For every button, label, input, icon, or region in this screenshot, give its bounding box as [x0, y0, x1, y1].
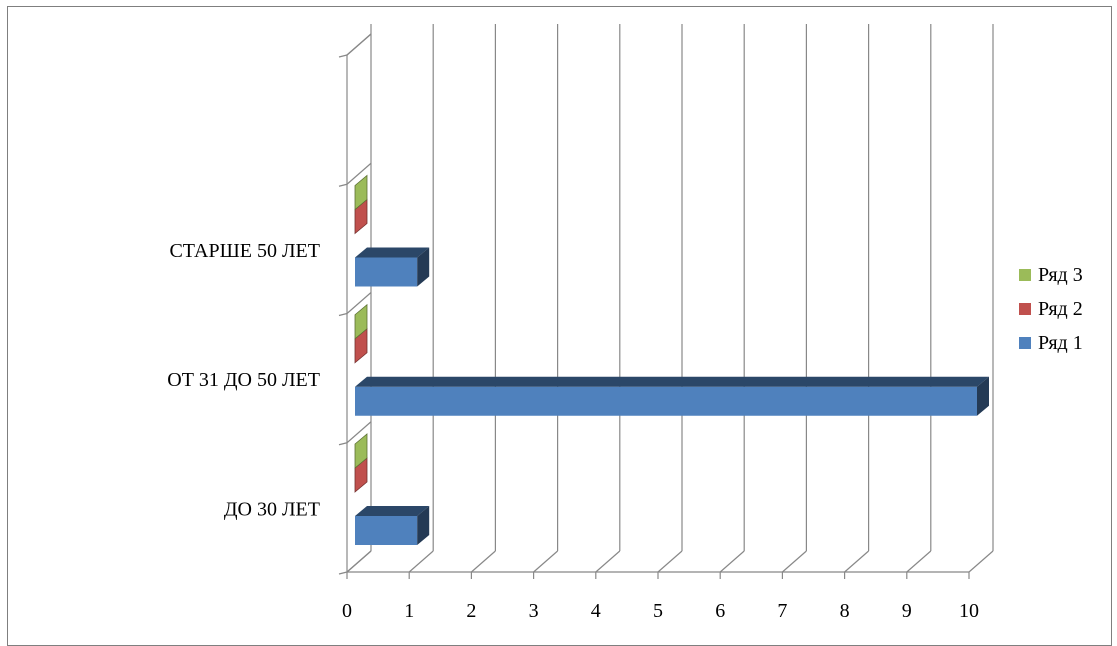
side-gridline: [346, 33, 372, 56]
y-tick-mark: [338, 54, 348, 58]
bar: [354, 303, 368, 340]
side-gridline: [346, 162, 372, 185]
bar: [355, 386, 977, 416]
bar-side: [417, 506, 430, 545]
legend-label: Ряд 1: [1038, 332, 1083, 354]
x-tick-label: 6: [715, 600, 725, 622]
category-label: СТАРШЕ 50 ЛЕТ: [169, 240, 320, 262]
x-tick-label: 3: [529, 600, 539, 622]
floor-gridline: [719, 550, 745, 573]
category-label: ОТ 31 ДО 50 ЛЕТ: [167, 369, 320, 391]
legend-swatch: [1019, 303, 1031, 315]
floor-gridline: [533, 550, 558, 573]
x-tick-label: 4: [591, 600, 601, 622]
y-tick-mark: [338, 442, 348, 446]
floor-gridline: [657, 550, 683, 573]
floor-gridline: [595, 550, 621, 573]
legend-label: Ряд 2: [1038, 298, 1083, 320]
x-tick-label: 0: [342, 600, 352, 622]
x-tick-label: 5: [653, 600, 663, 622]
floor-gridline: [968, 550, 994, 573]
floor-gridline: [782, 550, 807, 573]
x-tick-label: 2: [466, 600, 476, 622]
x-tick-label: 1: [404, 600, 414, 622]
bar-chart: 0 1 2 3 4 5 6 7 8 9 10 ДО 30 ЛЕТ ОТ 31 ДО 50 ЛЕТ СТАР…: [167, 24, 1083, 622]
bar: [355, 516, 418, 545]
side-gridline: [346, 550, 372, 573]
category-label: ДО 30 ЛЕТ: [224, 498, 320, 520]
y-tick-mark: [338, 571, 348, 575]
bar: [354, 174, 368, 211]
bar: [355, 257, 418, 287]
bar-top: [355, 376, 989, 387]
bar-top: [355, 247, 430, 258]
legend-label: Ряд 3: [1038, 264, 1083, 286]
y-tick-mark: [338, 183, 348, 187]
bar-side: [977, 376, 989, 416]
x-tick-label: 7: [777, 600, 787, 622]
chart-frame: [7, 6, 1112, 646]
bar-side: [417, 247, 430, 287]
legend-swatch: [1019, 269, 1031, 281]
side-gridline: [346, 421, 372, 444]
bar: [354, 433, 368, 469]
side-gridline: [346, 292, 372, 314]
y-tick-mark: [338, 312, 348, 317]
floor-gridline: [471, 550, 496, 573]
floor-gridline: [906, 550, 932, 573]
x-tick-label: 8: [840, 600, 850, 622]
floor-gridline: [844, 550, 869, 573]
floor-gridline: [408, 550, 434, 573]
legend-swatch: [1019, 337, 1031, 349]
x-tick-label: 9: [902, 600, 912, 622]
bar-top: [355, 506, 430, 516]
x-tick-label: 10: [959, 600, 979, 622]
